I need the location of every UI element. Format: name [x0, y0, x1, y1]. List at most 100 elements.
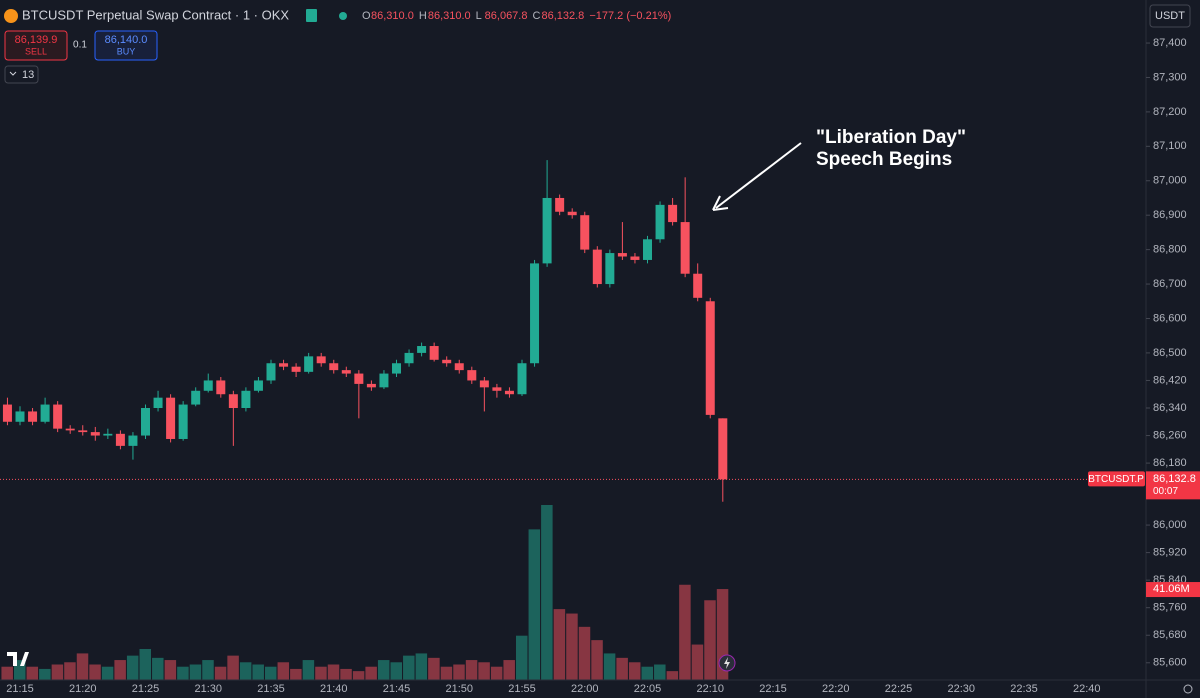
candle-body [530, 263, 540, 364]
volume-bar [654, 664, 666, 680]
volume-bar [553, 609, 566, 680]
volume-bar [126, 655, 139, 680]
candle-body [567, 211, 577, 216]
candle-body [2, 404, 12, 422]
volume-bar [603, 653, 616, 680]
candle-body [592, 249, 602, 285]
volume-bar [541, 505, 553, 680]
flag-icon[interactable] [306, 9, 317, 22]
candle-body [504, 390, 514, 395]
buy-label: BUY [117, 46, 136, 56]
volume-bar [566, 613, 578, 680]
candle-body [128, 435, 138, 446]
change: −177.2 (−0.21%) [589, 10, 671, 22]
candle-body [379, 373, 389, 388]
candle-body [191, 390, 201, 405]
candle-body [617, 253, 627, 257]
candle-body [643, 239, 652, 260]
y-tick-label: 87,100 [1153, 140, 1187, 152]
x-tick-label: 22:00 [571, 683, 599, 695]
x-tick-label: 22:20 [822, 683, 850, 695]
volume-bar [64, 662, 76, 680]
buy-button[interactable] [94, 30, 158, 61]
candle-body [115, 433, 125, 446]
candle-body [329, 363, 339, 371]
ohlc-key: H [419, 10, 427, 22]
volume-bar [377, 660, 390, 680]
volume-bar [365, 666, 377, 680]
x-tick-label: 22:35 [1010, 683, 1038, 695]
volume-bar [239, 662, 252, 680]
volume-bar [415, 653, 428, 680]
volume-bar [428, 657, 440, 680]
candle-body [630, 256, 640, 260]
candle-body [467, 370, 477, 381]
volume-bar [14, 660, 26, 680]
candle-body [655, 204, 665, 240]
y-tick-label: 86,340 [1153, 402, 1187, 414]
volume-bar [403, 655, 415, 680]
y-tick-label: 86,700 [1153, 278, 1187, 290]
volume-bar [340, 668, 352, 680]
y-tick-label: 86,800 [1153, 244, 1187, 256]
symbol-title[interactable]: BTCUSDT Perpetual Swap Contract · 1 · OK… [22, 7, 289, 22]
y-tick-label: 87,400 [1153, 37, 1187, 49]
x-tick-label: 22:25 [885, 683, 913, 695]
candle-body [668, 204, 678, 223]
candle-body [53, 404, 63, 429]
y-tick-label: 87,300 [1153, 71, 1187, 83]
candle-body [442, 359, 452, 364]
candle-body [103, 433, 113, 436]
candle-body [316, 356, 326, 364]
candle-body [203, 380, 213, 391]
ohlc-value: 86,310.0 [428, 10, 471, 22]
x-tick-label: 21:40 [320, 683, 348, 695]
candle-body [40, 404, 50, 422]
ohlc-key: L [476, 10, 482, 22]
indicators-toggle[interactable] [4, 65, 39, 84]
volume-bar [716, 589, 729, 680]
ohlc-value: 86,132.8 [541, 10, 584, 22]
volume-bar [616, 657, 628, 680]
candle-body [166, 397, 176, 439]
volume-bar [89, 664, 101, 680]
quantity[interactable]: 0.1 [73, 40, 87, 51]
volume-bar [227, 655, 239, 680]
y-tick-label: 85,600 [1153, 657, 1187, 669]
volume-tag: 41.06M [1153, 583, 1190, 595]
volume-bar [114, 660, 126, 680]
buy-price: 86,140.0 [105, 34, 148, 46]
candle-body [354, 373, 364, 384]
x-tick-label: 21:15 [6, 683, 34, 695]
sell-button[interactable] [4, 30, 68, 61]
volume-bar [277, 662, 290, 680]
settings-icon[interactable] [1183, 684, 1193, 694]
x-tick-label: 21:35 [257, 683, 285, 695]
coin-icon [4, 9, 18, 23]
volume-bar [578, 626, 591, 680]
y-tick-label: 86,260 [1153, 429, 1187, 441]
volume-bar [490, 666, 503, 680]
candle-body [241, 390, 251, 408]
candle-body [517, 363, 527, 395]
volume-tag-bg [1146, 582, 1200, 598]
volume-bar [591, 640, 603, 680]
volume-bar [453, 664, 465, 680]
ohlc-legend: O 86,310.0 H 86,310.0 L 86,067.8 C 86,132.8 −177… [362, 10, 671, 22]
volume-bar [327, 664, 340, 680]
candle-body [341, 370, 351, 374]
currency-button[interactable] [1149, 4, 1191, 28]
ohlc-value: 86,310.0 [371, 10, 414, 22]
lightning [724, 657, 730, 669]
logo [7, 652, 29, 666]
currency: USDT [1155, 10, 1185, 22]
candle-body [178, 404, 188, 439]
volume-bar [440, 666, 453, 680]
candle-body [15, 411, 25, 422]
x-tick-label: 22:10 [696, 683, 724, 695]
countdown: 00:07 [1153, 486, 1178, 497]
sell-price: 86,139.9 [15, 34, 58, 46]
y-tick-label: 86,600 [1153, 312, 1187, 324]
candle-body [454, 363, 464, 371]
